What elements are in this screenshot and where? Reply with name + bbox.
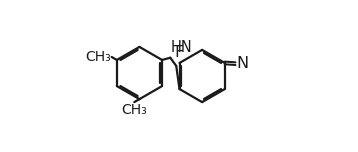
- Text: CH₃: CH₃: [85, 50, 111, 64]
- Text: HN: HN: [171, 40, 193, 55]
- Text: N: N: [236, 56, 248, 71]
- Text: CH₃: CH₃: [121, 103, 147, 117]
- Text: F: F: [174, 45, 183, 60]
